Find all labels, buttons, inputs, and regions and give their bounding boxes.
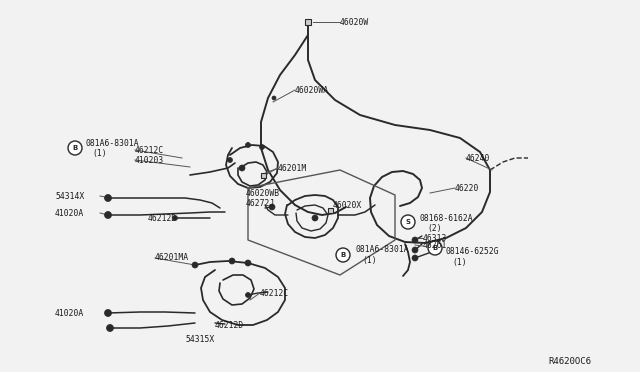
Text: 41020A: 41020A bbox=[55, 208, 84, 218]
Text: 46020WA: 46020WA bbox=[295, 86, 329, 94]
Circle shape bbox=[428, 241, 442, 255]
Text: B: B bbox=[340, 252, 346, 258]
Text: 46201M: 46201M bbox=[278, 164, 307, 173]
Circle shape bbox=[336, 248, 350, 262]
Text: 46212C: 46212C bbox=[135, 145, 164, 154]
Circle shape bbox=[412, 237, 418, 243]
Text: B: B bbox=[72, 145, 77, 151]
Text: 54315X: 54315X bbox=[186, 336, 215, 344]
Text: (1): (1) bbox=[452, 257, 467, 266]
Text: (1): (1) bbox=[362, 256, 376, 264]
Text: 46261: 46261 bbox=[423, 241, 447, 250]
Text: 46212C: 46212C bbox=[260, 289, 289, 298]
Text: 08168-6162A: 08168-6162A bbox=[420, 214, 474, 222]
Text: R4620OC6: R4620OC6 bbox=[548, 357, 591, 366]
Text: B: B bbox=[433, 245, 438, 251]
Text: S: S bbox=[406, 219, 410, 225]
Circle shape bbox=[104, 212, 111, 218]
Text: 46020WB: 46020WB bbox=[246, 189, 280, 198]
Text: 46272J: 46272J bbox=[246, 199, 275, 208]
Text: 410203: 410203 bbox=[135, 155, 164, 164]
Text: 46212D: 46212D bbox=[148, 214, 177, 222]
Circle shape bbox=[245, 260, 251, 266]
Text: 46240: 46240 bbox=[466, 154, 490, 163]
Circle shape bbox=[68, 141, 82, 155]
Circle shape bbox=[192, 262, 198, 268]
Text: (2): (2) bbox=[427, 224, 442, 232]
Bar bbox=[328, 208, 333, 212]
Text: 46201MA: 46201MA bbox=[155, 253, 189, 263]
Text: 46212D: 46212D bbox=[215, 321, 244, 330]
Circle shape bbox=[104, 310, 111, 317]
Bar bbox=[305, 19, 311, 25]
Circle shape bbox=[239, 165, 245, 171]
Text: 46220: 46220 bbox=[455, 183, 479, 192]
Text: 081A6-8301A: 081A6-8301A bbox=[85, 138, 139, 148]
Text: 46020X: 46020X bbox=[333, 201, 362, 209]
Text: 54314X: 54314X bbox=[55, 192, 84, 201]
Circle shape bbox=[272, 96, 276, 100]
Text: 08146-6252G: 08146-6252G bbox=[445, 247, 499, 257]
Circle shape bbox=[246, 292, 250, 298]
Circle shape bbox=[312, 215, 318, 221]
Circle shape bbox=[173, 215, 177, 221]
Circle shape bbox=[412, 247, 418, 253]
Circle shape bbox=[412, 255, 418, 261]
Text: 46020W: 46020W bbox=[340, 17, 369, 26]
Circle shape bbox=[104, 195, 111, 202]
Circle shape bbox=[227, 157, 232, 163]
Circle shape bbox=[259, 144, 264, 150]
Text: 46313: 46313 bbox=[423, 234, 447, 243]
Circle shape bbox=[106, 324, 113, 331]
Circle shape bbox=[269, 204, 275, 210]
Text: (1): (1) bbox=[92, 148, 107, 157]
Bar bbox=[260, 173, 266, 177]
Text: 081A6-8301A: 081A6-8301A bbox=[355, 246, 408, 254]
Circle shape bbox=[229, 258, 235, 264]
Text: 41020A: 41020A bbox=[55, 308, 84, 317]
Circle shape bbox=[401, 215, 415, 229]
Circle shape bbox=[246, 142, 250, 148]
